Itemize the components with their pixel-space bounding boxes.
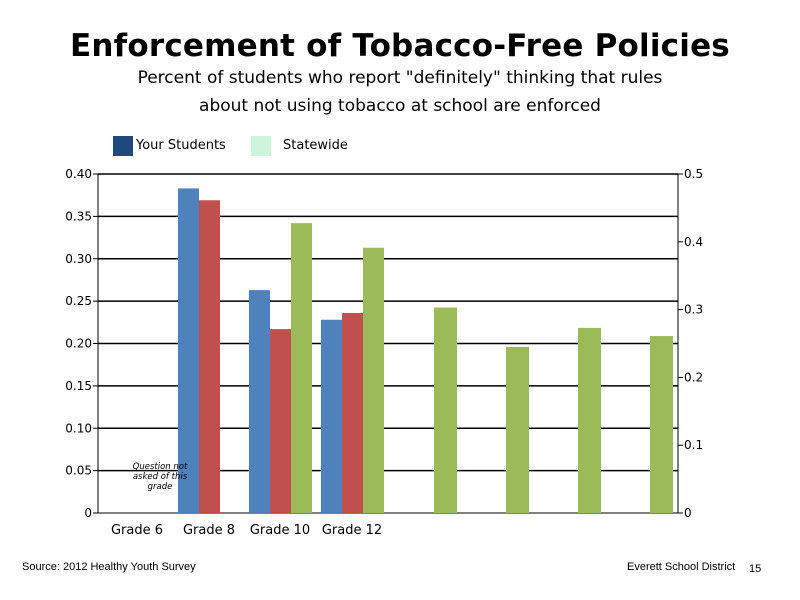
left-axis-tick-label: 0 <box>84 506 92 520</box>
bar-3-0 <box>321 319 342 513</box>
bar-2-0 <box>249 290 270 513</box>
bar-1-1 <box>199 200 220 513</box>
left-axis-tick-label: 0.10 <box>65 421 92 435</box>
left-axis-tick-label: 0.15 <box>65 379 92 393</box>
left-axis-tick-label: 0.05 <box>65 464 92 478</box>
bar-right-0 <box>434 307 457 513</box>
right-axis-tick-label: 0.5 <box>684 167 703 181</box>
legend-swatch-your-students <box>113 136 133 156</box>
chart-subtitle-line-1: Percent of students who report "definite… <box>137 68 663 88</box>
bar-right-3 <box>650 336 673 513</box>
page-number: 15 <box>749 563 762 575</box>
legend-swatch-statewide <box>251 136 271 156</box>
chart-subtitle-line-2: about not using tobacco at school are en… <box>199 96 601 116</box>
right-axis-tick-label: 0.1 <box>684 438 703 452</box>
right-axis-tick-label: 0.4 <box>684 235 703 249</box>
x-axis-label-grade-12: Grade 12 <box>322 523 382 538</box>
x-axis-label-grade-6: Grade 6 <box>111 523 163 538</box>
bar-1-0 <box>178 188 199 513</box>
district-name: Everett School District <box>627 561 736 573</box>
x-axis-label-grade-10: Grade 10 <box>250 523 310 538</box>
chart-title: Enforcement of Tobacco-Free Policies <box>70 28 730 64</box>
right-axis-tick-label: 0.3 <box>684 303 703 317</box>
bar-2-2 <box>291 223 312 513</box>
x-axis-label-grade-8: Grade 8 <box>183 523 235 538</box>
legend-label-your-students: Your Students <box>136 138 226 153</box>
right-axis-tick-label: 0 <box>684 506 692 520</box>
bar-right-1 <box>506 346 529 513</box>
left-axis-tick-label: 0.20 <box>65 337 92 351</box>
bar-3-1 <box>342 312 363 513</box>
bar-2-1 <box>270 329 291 513</box>
right-axis-tick-label: 0.2 <box>684 370 703 384</box>
left-axis-tick-label: 0.30 <box>65 252 92 266</box>
left-axis-tick-label: 0.35 <box>65 209 92 223</box>
source-note: Source: 2012 Healthy Youth Survey <box>22 561 196 573</box>
question-not-asked-note: Question not asked of this grade <box>133 462 188 492</box>
legend-label-statewide: Statewide <box>283 138 348 153</box>
bar-3-2 <box>363 247 384 514</box>
bar-right-2 <box>578 327 601 513</box>
left-axis-tick-label: 0.40 <box>65 167 92 181</box>
left-axis-tick-label: 0.25 <box>65 294 92 308</box>
